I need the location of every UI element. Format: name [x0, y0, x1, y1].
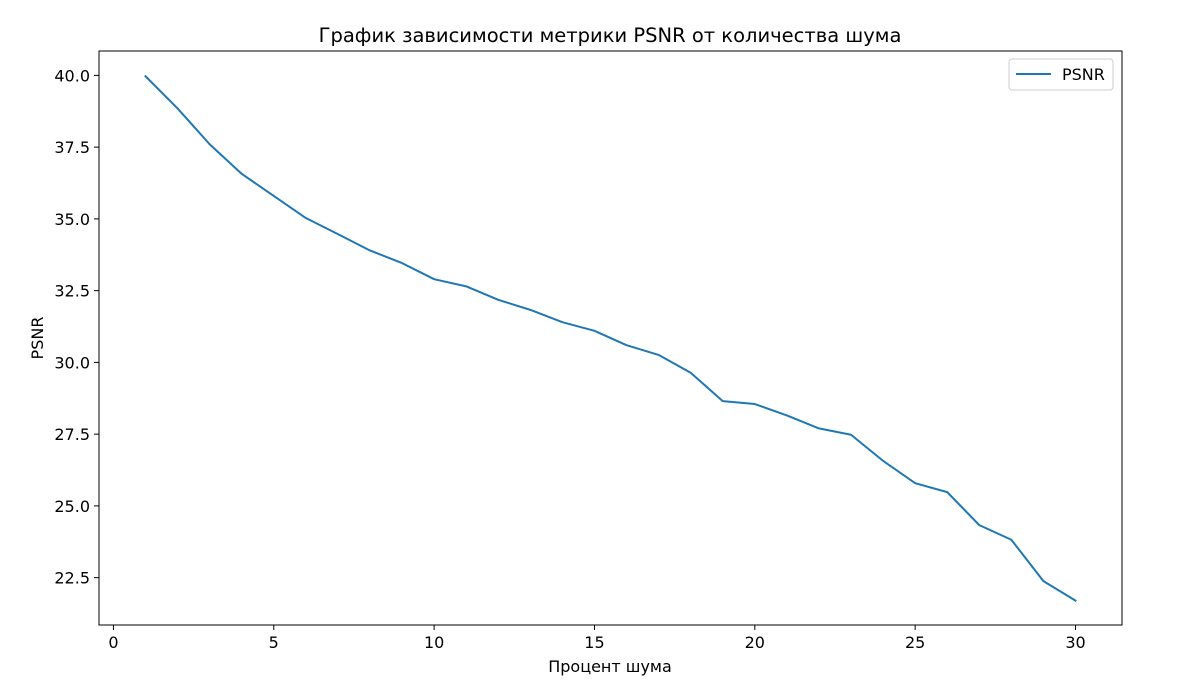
y-tick-label: 30.0: [54, 353, 90, 372]
y-tick-label: 27.5: [54, 425, 90, 444]
legend-box: [1008, 58, 1114, 91]
legend: PSNR: [1008, 58, 1114, 91]
y-tick-label: 25.0: [54, 497, 90, 516]
x-axis-ticks: 0 5 10 15 20 25 30: [108, 625, 1086, 652]
series-line-psnr: [144, 74, 1077, 602]
plot-area: 0 5 10 15 20 25 30 22.5 25.0 27.5 30.0 32.5 35.0 37.…: [54, 50, 1123, 652]
x-tick-label: 20: [745, 633, 765, 652]
chart-title: График зависимости метрики PSNR от колич…: [319, 24, 902, 47]
y-tick-label: 35.0: [54, 210, 90, 229]
x-axis-label: Процент шума: [548, 657, 672, 676]
series-group: [144, 74, 1077, 602]
x-tick-label: 25: [905, 633, 925, 652]
x-tick-label: 10: [424, 633, 444, 652]
y-tick-label: 22.5: [54, 569, 90, 588]
x-tick-label: 0: [108, 633, 118, 652]
y-axis-label: PSNR: [28, 317, 47, 360]
x-tick-label: 30: [1065, 633, 1085, 652]
legend-label-psnr: PSNR: [1062, 65, 1105, 84]
y-tick-label: 32.5: [54, 282, 90, 301]
x-tick-label: 5: [269, 633, 279, 652]
y-tick-label: 40.0: [54, 66, 90, 85]
y-axis-ticks: 22.5 25.0 27.5 30.0 32.5 35.0 37.5 40.0: [54, 66, 99, 588]
y-tick-label: 37.5: [54, 138, 90, 157]
x-tick-label: 15: [584, 633, 604, 652]
